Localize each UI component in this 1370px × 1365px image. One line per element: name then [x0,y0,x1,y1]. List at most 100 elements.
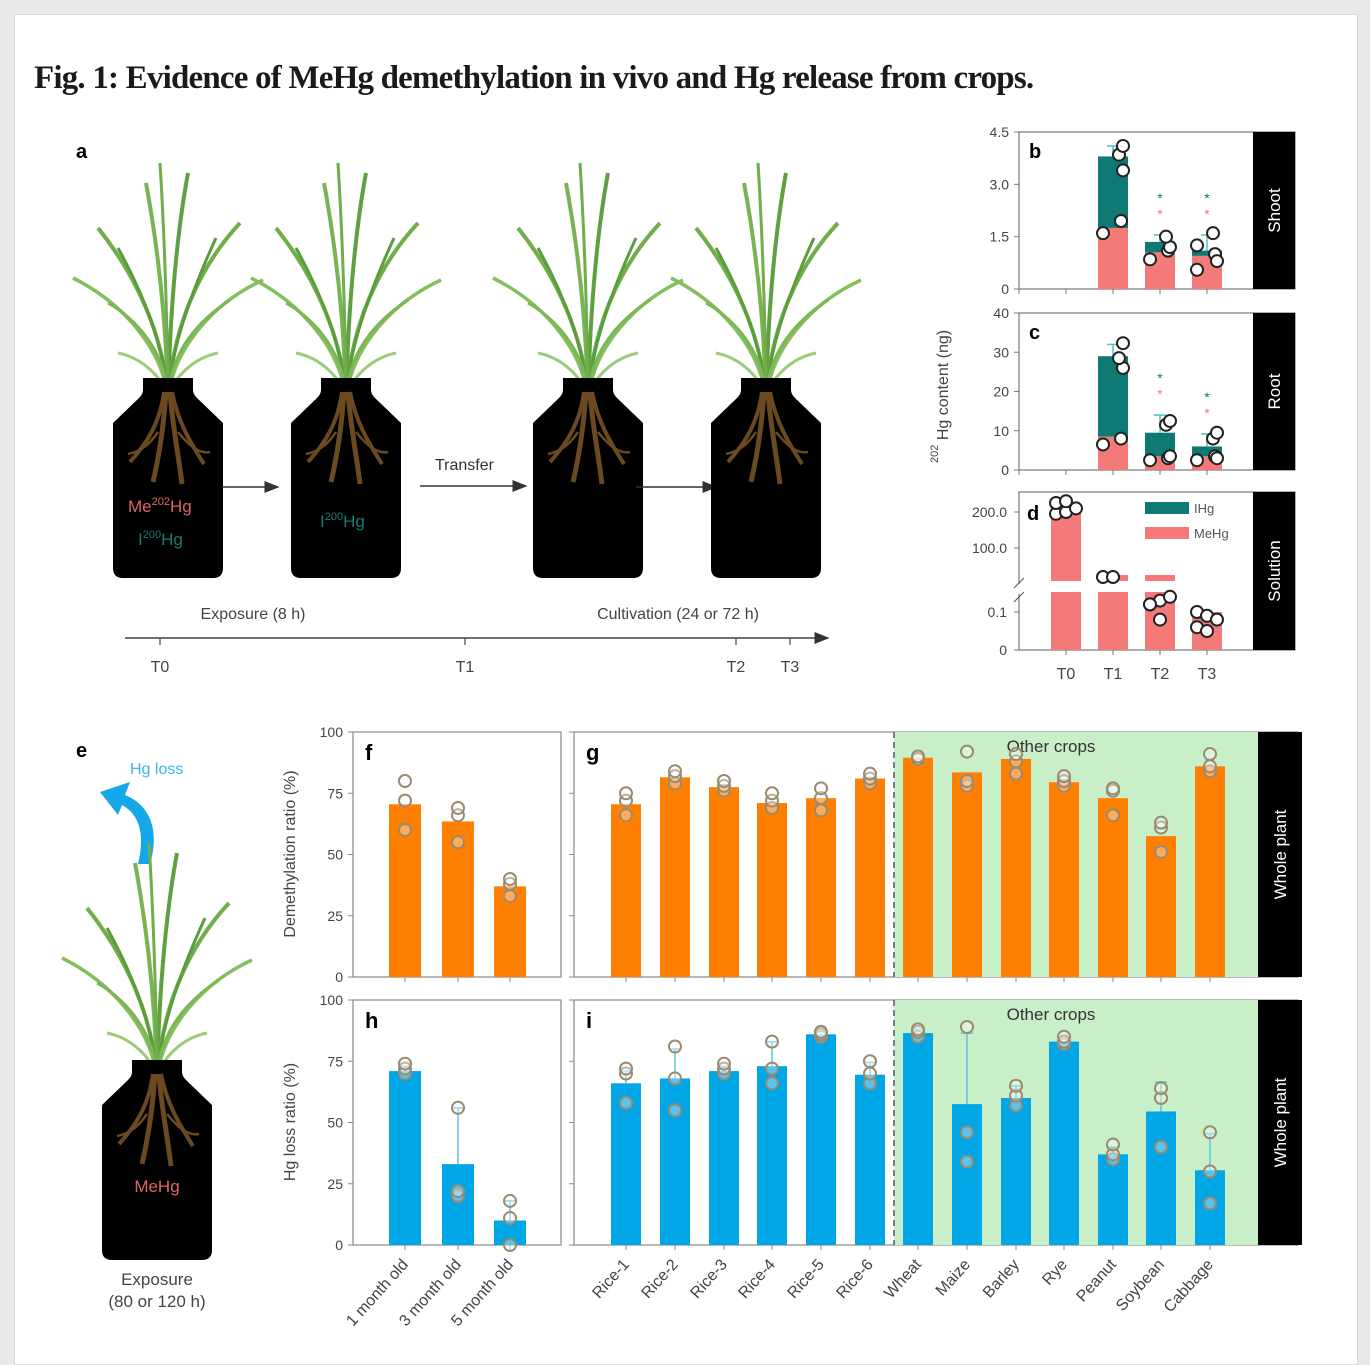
bar-mehg [1145,575,1175,581]
data-point [1106,570,1120,584]
panel-label: b [1029,141,1041,163]
data-point [503,889,517,904]
bar [1001,758,1031,977]
plant-leaves-icon [249,161,443,400]
data-point [619,1095,633,1110]
y-tick-label: 0 [1001,281,1009,297]
data-point [1163,589,1177,604]
hg-loss-arrow-icon [100,782,154,864]
bar [389,804,421,977]
data-point [1210,612,1224,627]
bar [611,1083,641,1245]
y-tick-label: 25 [327,1176,343,1192]
y-tick-label: 20 [993,384,1009,400]
timepoint-label: T3 [781,659,800,676]
data-point [1203,759,1217,774]
facet-strip [1253,132,1295,289]
data-point [814,1024,828,1039]
data-point [960,774,974,788]
data-point [1190,453,1204,468]
data-point [717,1056,731,1071]
y-tick-label: 75 [327,785,343,801]
data-point [451,835,465,850]
data-point [1154,1091,1168,1105]
data-point [1096,226,1110,241]
y-tick-label: 40 [993,305,1009,321]
bar [952,772,982,977]
bottle-icon [533,378,643,578]
data-point [668,764,682,779]
data-point [1210,425,1224,440]
bar [1049,782,1079,977]
plant-leaves-icon [71,161,265,400]
bar-mehg [1098,592,1128,650]
data-point [1106,1137,1120,1152]
significance-star-mehg: * [1157,386,1163,402]
data-point [1210,254,1224,269]
y-tick-label: 0 [335,969,343,985]
data-point [1190,238,1204,253]
data-point [1203,1164,1217,1179]
exposure-label-line1: Exposure [121,1270,193,1289]
x-tick-label: Peanut [1073,1256,1120,1305]
y-tick-label: 30 [993,344,1009,360]
bar [1049,1041,1079,1245]
facet-strip [1253,492,1295,650]
x-tick-label: T0 [1057,666,1076,683]
data-point [1114,431,1128,446]
data-point [619,1061,633,1076]
data-point [1057,1034,1071,1049]
data-point [1096,437,1110,452]
data-point [717,774,731,788]
x-tick-label: Rice-1 [589,1256,633,1302]
data-point [668,1039,682,1054]
data-point [1009,747,1023,762]
plant-leaves-icon [60,841,254,1080]
panel-a-schematic: a Me202Hg I200Hg I200Hg Transfer [71,141,863,676]
panel-label: g [586,740,599,765]
bottle-label-mehg: Me202Hg [128,496,192,516]
y-tick-label: 10 [993,423,1009,439]
timepoint-label: T2 [727,659,746,676]
y-tick-label: 50 [327,847,343,863]
data-point [1106,808,1120,823]
bar [806,798,836,977]
y-tick-label: 1.5 [990,229,1010,245]
y-axis-label: Hg content (ng) [935,330,952,440]
panel-label: f [365,740,373,765]
x-tick-label: Rice-5 [784,1256,828,1302]
data-point [717,1066,731,1081]
significance-star-mehg: * [1157,206,1163,222]
facet-label: Root [1265,373,1284,409]
significance-star-ihg: * [1157,370,1163,386]
data-point [1154,845,1168,860]
data-point [1143,453,1157,468]
data-point [1112,351,1126,366]
bar [442,1164,474,1245]
bar [1195,1170,1225,1245]
timepoint-label: T0 [151,659,170,676]
y-tick-label: 100 [320,992,344,1008]
facet-strip [1258,732,1302,977]
data-point [503,876,517,891]
axis-break-mark [1013,577,1025,589]
data-point [1154,1140,1168,1154]
bar [757,803,787,977]
bar [855,1074,885,1245]
data-point [911,749,925,764]
data-point [1009,766,1023,781]
facet-label: Shoot [1265,188,1284,233]
data-point [1057,774,1071,788]
x-tick-label: Rice-3 [687,1256,731,1302]
data-point [1116,163,1130,178]
data-point [1114,213,1128,228]
bar [903,1033,933,1245]
other-crops-label: Other crops [1007,1005,1096,1024]
x-tick-label: Rye [1039,1256,1071,1289]
y-tick-label: 0.1 [988,604,1008,620]
bottle-icon [711,378,821,578]
